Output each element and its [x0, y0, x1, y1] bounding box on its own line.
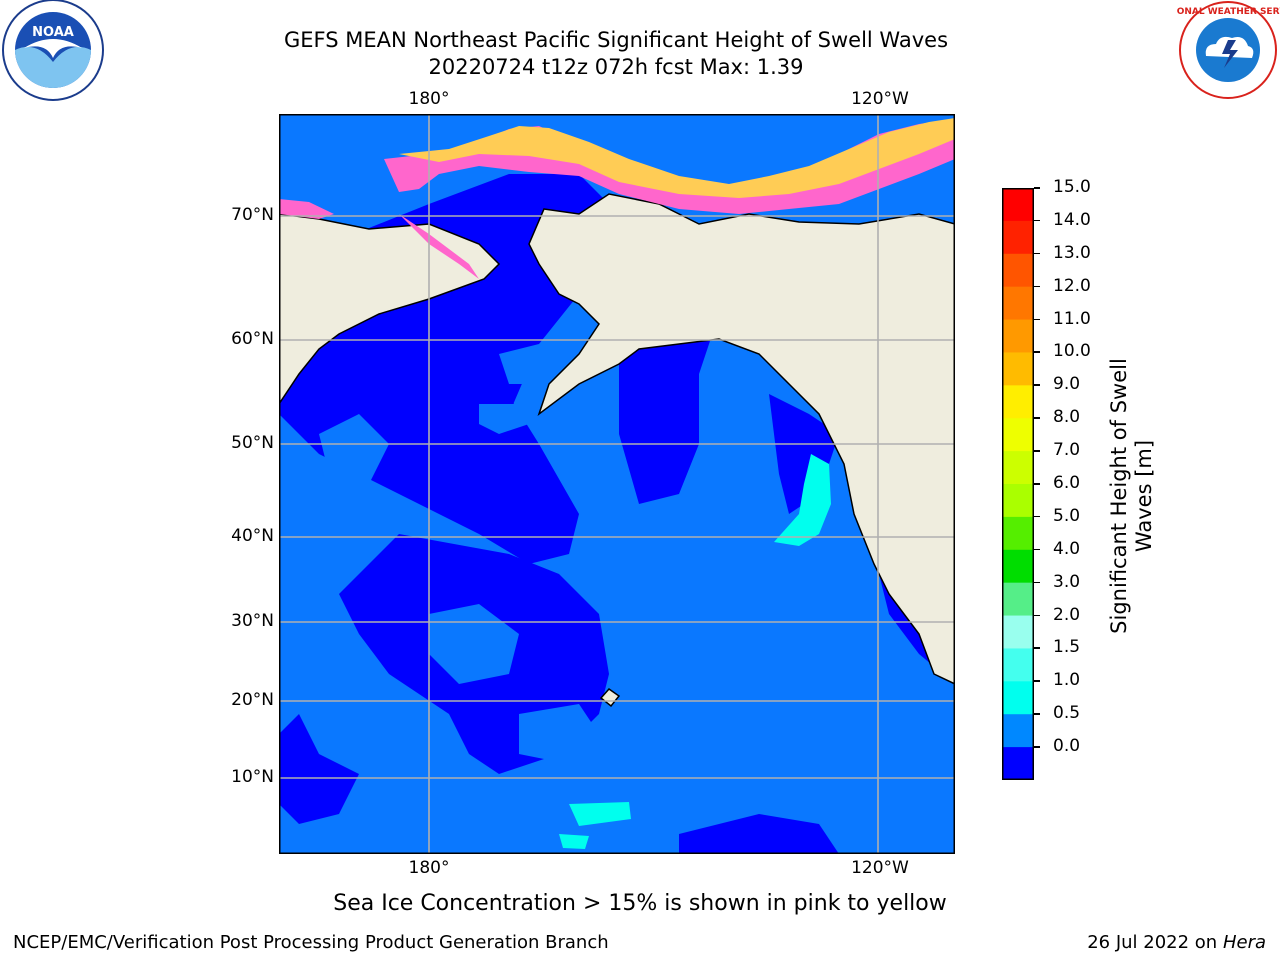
colorbar-swatch	[1002, 615, 1034, 649]
svg-text:NOAA: NOAA	[32, 25, 74, 40]
chart-title: GEFS MEAN Northeast Pacific Significant …	[283, 28, 949, 52]
footer-date: 26 Jul 2022 on Hera	[1087, 932, 1266, 953]
noaa-logo: NOAA	[0, 0, 106, 106]
colorbar-tick-mark	[1034, 515, 1040, 518]
colorbar-tick-mark	[1034, 647, 1040, 649]
colorbar-tick-mark	[1034, 548, 1040, 551]
colorbar-tick-label: 14.0	[1053, 209, 1091, 230]
footer-date-text: 26 Jul 2022 on	[1087, 932, 1223, 953]
colorbar-tick-label: 11.0	[1053, 308, 1091, 329]
map-panel	[278, 114, 956, 854]
land-masses	[278, 193, 956, 708]
colorbar-tick-mark	[1034, 285, 1040, 288]
colorbar-tick-label: 2.0	[1053, 604, 1081, 625]
colorbar-tick-mark	[1034, 252, 1040, 255]
colorbar-tick-label: 6.0	[1053, 473, 1081, 493]
map-svg	[278, 114, 956, 854]
colorbar-swatch	[1002, 681, 1034, 715]
colorbar-swatch	[1002, 286, 1034, 321]
colorbar-tick-label: 8.0	[1053, 407, 1081, 428]
sea-ice-regions	[279, 118, 955, 279]
colorbar-swatch	[1002, 385, 1034, 419]
colorbar-tick-mark	[1034, 318, 1040, 321]
colorbar-tick-mark	[1034, 417, 1040, 419]
colorbar-swatch	[1002, 484, 1034, 518]
sea-ice-note: Sea Ice Concentration > 15% is shown in …	[333, 891, 947, 916]
colorbar-swatch	[1002, 319, 1034, 353]
lat-tick-40n: 40°N	[231, 526, 274, 546]
colorbar-tick-mark	[1034, 351, 1040, 353]
colorbar-swatch	[1002, 516, 1034, 551]
lon-tick-bottom-180: 180°	[408, 858, 450, 878]
colorbar-tick-label: 12.0	[1053, 275, 1091, 296]
colorbar-swatch	[1002, 549, 1034, 584]
lon-tick-top-180: 180°	[408, 89, 450, 109]
colorbar-swatch	[1002, 451, 1034, 485]
colorbar-swatch	[1002, 253, 1034, 288]
chart-subtitle: 20220724 t12z 072h fcst Max: 1.39	[428, 55, 804, 79]
colorbar-tick-mark	[1034, 680, 1040, 682]
svg-text:NATIONAL WEATHER SERVICE: NATIONAL WEATHER SERVICE	[1176, 7, 1280, 17]
colorbar-tick-mark	[1034, 219, 1040, 222]
colorbar-tick-mark	[1034, 187, 1040, 189]
lat-tick-10n: 10°N	[231, 767, 274, 787]
colorbar-tick-mark	[1034, 483, 1040, 485]
colorbar-tick-mark	[1034, 450, 1040, 452]
colorbar-tick-label: 10.0	[1053, 341, 1091, 362]
colorbar-tick-label: 0.0	[1053, 736, 1081, 757]
colorbar-swatch	[1002, 714, 1034, 748]
colorbar-svg	[1002, 188, 1034, 781]
colorbar-tick-label: 9.0	[1053, 374, 1081, 395]
nws-logo: NATIONAL WEATHER SERVICE	[1153, 0, 1280, 104]
lat-tick-20n: 20°N	[231, 690, 274, 710]
colorbar-tick-label: 4.0	[1053, 538, 1081, 559]
lon-tick-top-120w: 120°W	[851, 89, 909, 109]
colorbar-tick-label: 0.5	[1053, 703, 1081, 724]
colorbar	[1002, 188, 1034, 781]
colorbar-tick-mark	[1034, 614, 1040, 617]
colorbar-swatch	[1002, 582, 1034, 617]
colorbar-tick-mark	[1034, 746, 1040, 748]
colorbar-tick-mark	[1034, 384, 1040, 386]
colorbar-swatch	[1002, 220, 1034, 255]
colorbar-swatch	[1002, 188, 1034, 222]
colorbar-label-line2: Waves [m]	[1132, 439, 1156, 553]
graticule	[279, 114, 955, 854]
colorbar-tick-label: 1.0	[1053, 670, 1081, 691]
colorbar-tick-label: 1.5	[1053, 637, 1081, 658]
lat-tick-50n: 50°N	[231, 433, 274, 453]
lat-tick-60n: 60°N	[231, 329, 274, 349]
colorbar-label-wrap: Significant Height of Swell Waves [m]	[1106, 188, 1158, 780]
footer-host: Hera	[1222, 932, 1266, 953]
colorbar-swatch	[1002, 352, 1034, 386]
colorbar-swatch	[1002, 648, 1034, 682]
colorbar-tick-mark	[1034, 581, 1040, 584]
colorbar-tick-label: 13.0	[1053, 242, 1091, 263]
colorbar-tick-label: 5.0	[1053, 505, 1081, 526]
colorbar-tick-label: 15.0	[1053, 177, 1091, 197]
footer-credit: NCEP/EMC/Verification Post Processing Pr…	[13, 932, 609, 953]
mid-swell-regions	[319, 344, 599, 764]
lat-tick-30n: 30°N	[231, 611, 274, 631]
colorbar-tick-label: 7.0	[1053, 440, 1081, 461]
lon-tick-bottom-120w: 120°W	[851, 858, 909, 878]
colorbar-swatch	[1002, 747, 1034, 781]
colorbar-label-line1: Significant Height of Swell	[1107, 358, 1131, 634]
lat-tick-70n: 70°N	[231, 205, 274, 225]
colorbar-tick-label: 3.0	[1053, 571, 1081, 592]
colorbar-tick-mark	[1034, 713, 1040, 715]
colorbar-swatch	[1002, 418, 1034, 452]
high-swell-regions	[559, 454, 831, 849]
